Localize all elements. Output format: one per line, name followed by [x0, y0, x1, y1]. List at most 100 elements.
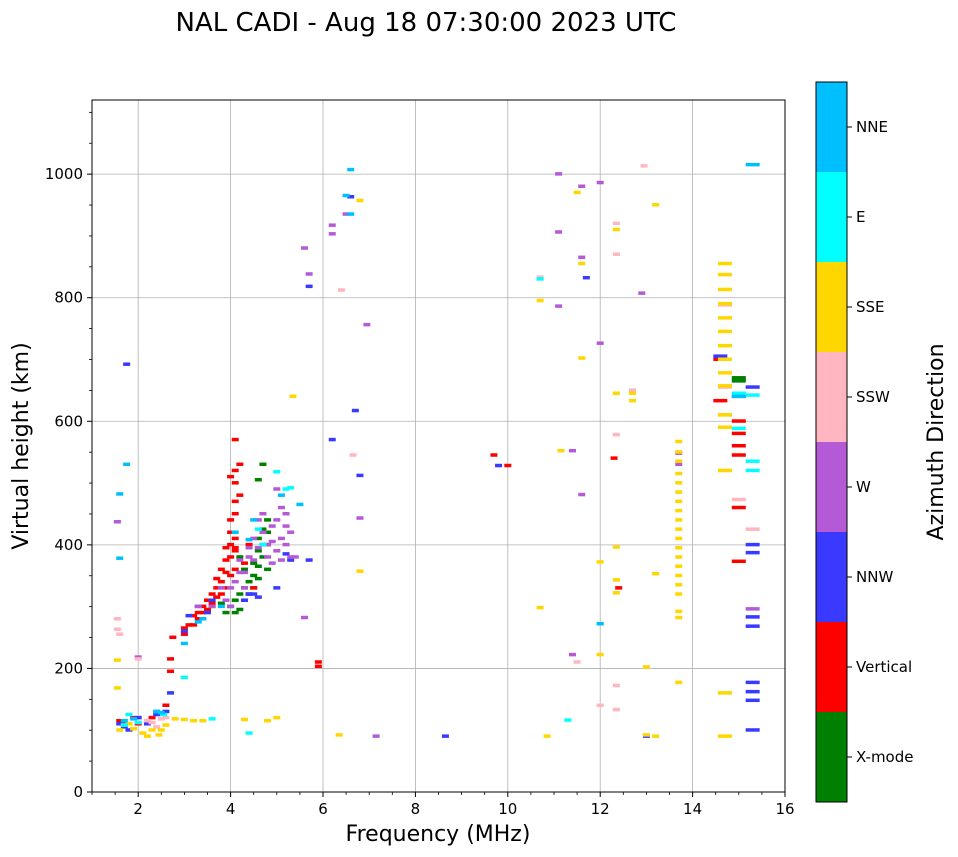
colorbar-tick-label: SSE: [856, 298, 885, 316]
echo-point-w: [282, 542, 290, 547]
echo-point-w: [596, 180, 604, 185]
echo-point-e: [745, 459, 760, 463]
echo-point-vertical: [167, 657, 175, 661]
echo-point-w: [555, 172, 563, 176]
data-points: [113, 162, 760, 738]
echo-point-sse: [652, 203, 660, 207]
echo-point-nnw: [120, 725, 128, 729]
echo-point-sse: [675, 592, 683, 596]
echo-point-sse: [240, 717, 248, 722]
echo-point-ssw: [629, 388, 637, 392]
x-tick-label: 16: [775, 800, 794, 818]
echo-point-sse: [675, 609, 683, 614]
echo-point-x-mode: [731, 379, 746, 383]
echo-point-vertical: [314, 664, 322, 669]
echo-point-sse: [139, 731, 147, 735]
echo-point-vertical: [213, 595, 221, 599]
echo-point-nnw: [713, 354, 728, 358]
colorbar-segment: [816, 172, 847, 262]
echo-point-vertical: [222, 558, 230, 562]
echo-point-w: [342, 212, 350, 216]
echo-point-w: [301, 615, 309, 620]
echo-point-w: [675, 462, 683, 467]
x-tick-label: 4: [226, 800, 236, 818]
echo-point-sse: [675, 536, 683, 541]
echo-point-vertical: [231, 536, 239, 541]
echo-point-nnw: [351, 408, 359, 413]
echo-point-vertical: [222, 586, 230, 590]
echo-point-sse: [717, 371, 732, 375]
echo-point-ssw: [143, 718, 151, 723]
echo-point-nnw: [250, 592, 258, 596]
echo-point-x-mode: [264, 518, 272, 522]
echo-point-w: [277, 505, 285, 510]
echo-point-x-mode: [259, 555, 267, 559]
echo-point-x-mode: [254, 576, 262, 581]
echo-point-sse: [171, 717, 179, 721]
echo-point-vertical: [227, 518, 235, 522]
echo-point-vertical: [314, 660, 322, 664]
echo-point-vertical: [504, 463, 512, 468]
echo-point-nnw: [745, 542, 760, 547]
echo-point-nne: [347, 212, 355, 216]
echo-point-w: [240, 586, 248, 590]
echo-point-w: [305, 272, 313, 276]
echo-point-vertical: [204, 598, 211, 602]
echo-point-sse: [264, 718, 272, 723]
echo-point-nnw: [134, 715, 142, 720]
echo-point-sse: [675, 481, 683, 485]
echo-point-e: [134, 720, 142, 725]
colorbar-segment: [816, 82, 847, 172]
echo-point-nne: [157, 710, 165, 715]
echo-point-nne: [347, 167, 355, 172]
echo-point-vertical: [231, 511, 239, 516]
colorbar-tick-label: W: [856, 478, 871, 496]
echo-point-nnw: [305, 558, 313, 562]
echo-point-ssw: [745, 527, 760, 531]
x-tick-label: 12: [591, 800, 610, 818]
echo-point-sse: [578, 261, 586, 266]
x-axis: 2 4 6 8 10 12 14 16: [91, 792, 795, 818]
echo-point-sse: [675, 508, 683, 513]
echo-point-nne: [194, 620, 202, 624]
echo-point-vertical: [231, 481, 239, 485]
echo-point-e: [564, 718, 572, 722]
echo-point-sse: [717, 316, 732, 320]
echo-point-nnw: [745, 624, 760, 628]
echo-point-nnw: [356, 473, 364, 478]
echo-point-w: [208, 604, 216, 609]
echo-point-sse: [199, 718, 207, 723]
echo-point-e: [731, 391, 746, 395]
echo-point-nnw: [745, 689, 760, 694]
echo-point-nne: [245, 537, 253, 542]
echo-point-w: [363, 322, 371, 327]
echo-point-vertical: [490, 453, 498, 457]
echo-point-sse: [642, 733, 650, 737]
echo-point-w: [328, 223, 336, 227]
echo-point-vertical: [731, 431, 746, 436]
echo-point-ssw: [612, 252, 620, 256]
echo-point-nne: [745, 162, 760, 167]
colorbar-tick-label: NNE: [856, 118, 888, 136]
echo-point-nne: [231, 530, 239, 534]
y-tick-label: 400: [54, 536, 83, 554]
echo-point-nnw: [745, 615, 760, 619]
echo-point-sse: [717, 343, 732, 348]
echo-point-vertical: [731, 444, 746, 448]
echo-point-vertical: [116, 718, 124, 723]
echo-point-vertical: [231, 549, 239, 553]
echo-point-w: [268, 539, 276, 544]
echo-point-w: [745, 607, 760, 611]
echo-point-x-mode: [250, 573, 258, 578]
echo-point-nnw: [254, 595, 262, 599]
echo-point-vertical: [713, 398, 728, 403]
echo-point-sse: [652, 571, 660, 576]
echo-point-sse: [190, 718, 198, 723]
echo-point-sse: [629, 398, 637, 403]
echo-point-vertical: [213, 586, 221, 590]
echo-point-w: [236, 558, 244, 562]
echo-point-w: [277, 558, 285, 562]
echo-point-nnw: [745, 698, 760, 703]
echo-point-sse: [155, 733, 163, 737]
echo-point-sse: [675, 471, 683, 476]
